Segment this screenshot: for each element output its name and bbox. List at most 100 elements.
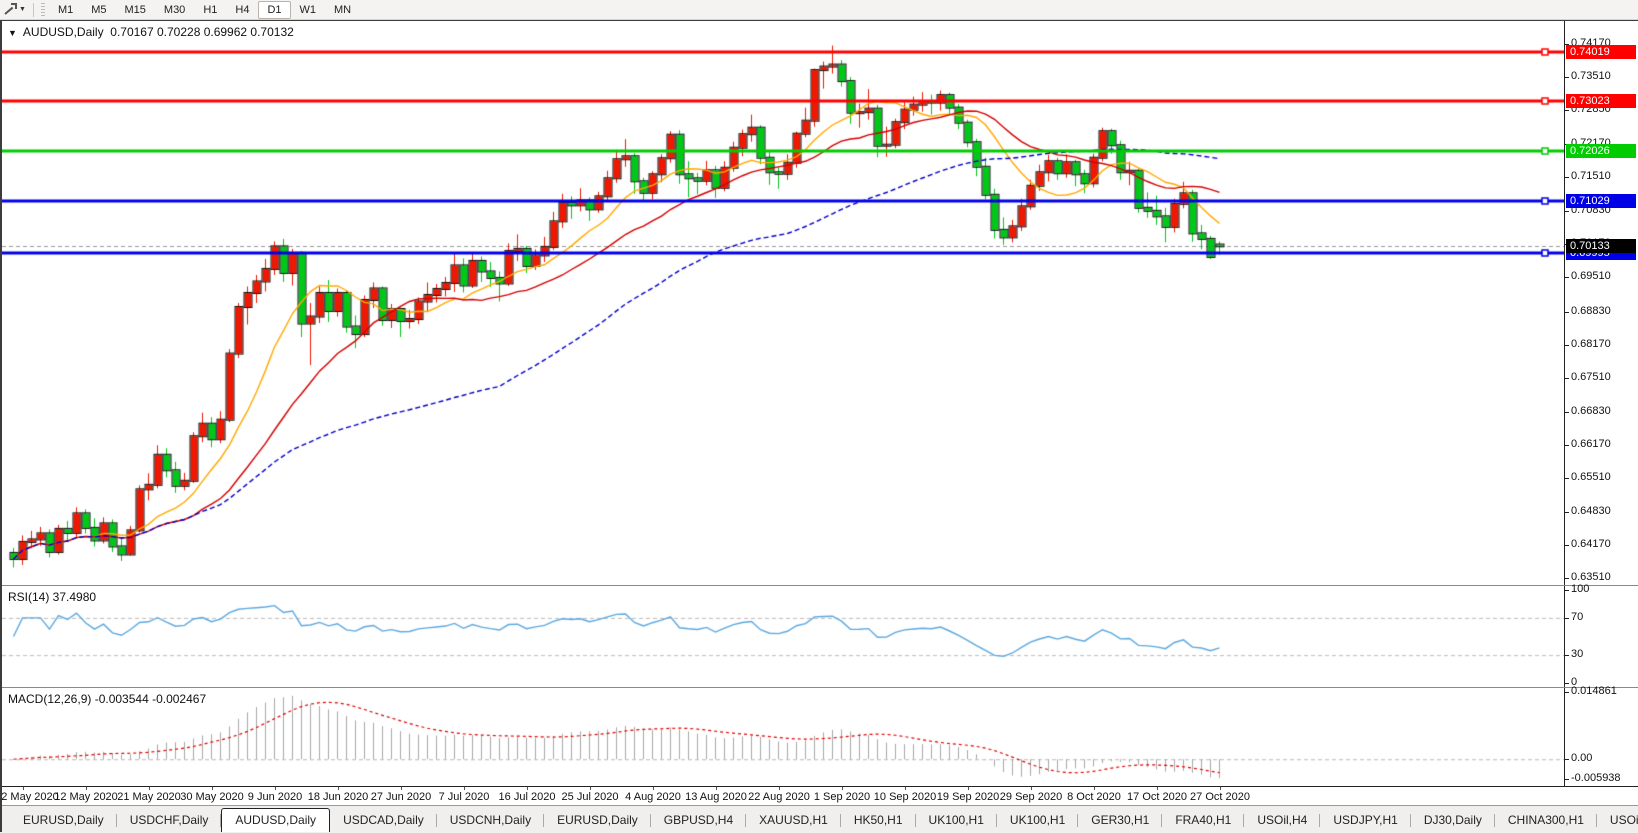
toolbar-separator [32, 2, 34, 17]
price-tick-label: 0.65510 [1571, 471, 1611, 483]
chart-tab-usdcad-daily[interactable]: USDCAD,Daily [330, 809, 437, 832]
price-tick [1565, 378, 1569, 379]
time-axis-label: 19 Sep 2020 [936, 791, 1000, 803]
time-axis-label: 27 Jun 2020 [370, 791, 432, 803]
chart-tab-dj30-daily[interactable]: DJ30,Daily [1411, 809, 1495, 832]
time-tick [1220, 787, 1221, 790]
time-axis-label: 4 Aug 2020 [625, 791, 681, 803]
timeframe-button-d1[interactable]: D1 [258, 0, 291, 19]
price-tick [1565, 345, 1569, 346]
macd-tick [1565, 759, 1569, 760]
hline-price-badge: 0.71029 [1566, 194, 1636, 208]
time-tick [527, 787, 528, 790]
timeframe-button-mn[interactable]: MN [334, 3, 352, 16]
rsi-canvas[interactable] [2, 586, 1564, 688]
price-tick [1565, 412, 1569, 413]
rsi-tick [1565, 590, 1569, 591]
time-axis-label: 7 Jul 2020 [438, 791, 490, 803]
macd-canvas[interactable] [2, 688, 1564, 787]
price-tick-label: 0.66170 [1571, 438, 1611, 450]
time-tick [275, 787, 276, 790]
chart-tab-fra40-h1[interactable]: FRA40,H1 [1162, 809, 1245, 832]
time-axis-label: 1 Sep 2020 [813, 791, 871, 803]
collapse-chart-icon[interactable]: ▼ [8, 28, 17, 38]
chart-window: ▼ AUDUSD,Daily 0.70167 0.70228 0.69962 0.… [0, 20, 1638, 832]
chart-tab-usoil-h4[interactable]: USOil,H4 [1244, 809, 1321, 832]
price-tick-label: 0.67510 [1571, 371, 1611, 383]
chart-tab-china300-h1[interactable]: CHINA300,H1 [1495, 809, 1597, 832]
time-axis-label: 13 Aug 2020 [685, 791, 747, 803]
price-tick-label: 0.64830 [1571, 505, 1611, 517]
time-tick [401, 787, 402, 790]
chevron-down-icon[interactable]: ▼ [19, 6, 26, 13]
rsi-tick-label: 70 [1571, 611, 1584, 623]
chart-tab-hk50-h1[interactable]: HK50,H1 [841, 809, 916, 832]
timeframe-button-h4[interactable]: H4 [235, 3, 250, 16]
rsi-axis: 100 70 30 0 [1564, 583, 1638, 688]
price-tick-label: 0.68830 [1571, 305, 1611, 317]
hline-price-badge: 0.74019 [1566, 45, 1636, 59]
hline-price-badge: 0.72026 [1566, 144, 1636, 158]
price-tick [1565, 110, 1569, 111]
time-tick [779, 787, 780, 790]
rsi-tick [1565, 683, 1569, 684]
price-tick [1565, 211, 1569, 212]
chart-tab-uk100-h1[interactable]: UK100,H1 [916, 809, 998, 832]
timeframe-button-h1[interactable]: H1 [203, 3, 218, 16]
timeframe-button-w1[interactable]: W1 [299, 3, 317, 16]
price-tick [1565, 277, 1569, 278]
rsi-tick-label: 30 [1571, 648, 1584, 660]
price-axis: 0.74170 0.73510 0.72850 0.72170 0.71510 … [1564, 21, 1638, 585]
time-axis-label: 16 Jul 2020 [498, 791, 556, 803]
chart-tab-gbpusd-h4[interactable]: GBPUSD,H4 [651, 809, 747, 832]
chart-tab-eurusd-daily[interactable]: EURUSD,Daily [10, 809, 117, 832]
price-pane: ▼ AUDUSD,Daily 0.70167 0.70228 0.69962 0.… [2, 21, 1638, 585]
time-axis-label: 29 Sep 2020 [999, 791, 1063, 803]
time-tick [464, 787, 465, 790]
price-tick-label: 0.71510 [1571, 170, 1611, 182]
price-tick [1565, 77, 1569, 78]
chart-tab-xauusd-h1[interactable]: XAUUSD,H1 [746, 809, 841, 832]
time-tick [1031, 787, 1032, 790]
time-axis: 2 May 2020 12 May 2020 21 May 2020 30 Ma… [1, 786, 1638, 807]
timeframe-button-m30[interactable]: M30 [163, 3, 186, 16]
price-tick-label: 0.68170 [1571, 338, 1611, 350]
chart-tab-usdjpy-h1[interactable]: USDJPY,H1 [1320, 809, 1412, 832]
timeframe-button-m1[interactable]: M1 [57, 3, 74, 16]
rsi-pane: RSI(14) 37.4980 100 70 30 0 [2, 583, 1638, 688]
chart-tab-usoil-h1[interactable]: USOil,H1 [1597, 809, 1638, 832]
time-axis-label: 2 May 2020 [1, 791, 59, 803]
time-axis-label: 25 Jul 2020 [561, 791, 619, 803]
macd-tick-label: 0.014861 [1571, 685, 1617, 697]
chart-tab-uk100-h1[interactable]: UK100,H1 [997, 809, 1079, 832]
chart-tab-usdchf-daily[interactable]: USDCHF,Daily [117, 809, 222, 832]
time-axis-label: 8 Oct 2020 [1067, 791, 1121, 803]
timeframe-button-m5[interactable]: M5 [91, 3, 107, 16]
price-tick [1565, 44, 1569, 45]
time-axis-label: 12 May 2020 [54, 791, 118, 803]
time-tick [86, 787, 87, 790]
time-axis-label: 18 Jun 2020 [307, 791, 369, 803]
time-tick [23, 787, 24, 790]
main-chart-canvas[interactable] [2, 21, 1564, 585]
price-tick [1565, 578, 1569, 579]
time-tick [590, 787, 591, 790]
toolbar-drag-handle[interactable] [40, 2, 45, 17]
chart-tab-audusd-daily[interactable]: AUDUSD,Daily [221, 808, 331, 832]
time-axis-label: 22 Aug 2020 [748, 791, 810, 803]
timeframe-button-m15[interactable]: M15 [124, 3, 146, 16]
price-tick [1565, 445, 1569, 446]
price-tick-label: 0.73510 [1571, 70, 1611, 82]
cursor-tool-button[interactable]: ▼ [0, 0, 30, 19]
rsi-tick-label: 100 [1571, 583, 1590, 595]
rsi-tick-label: 0 [1571, 676, 1578, 688]
time-tick [149, 787, 150, 790]
chart-tab-eurusd-daily[interactable]: EURUSD,Daily [544, 809, 651, 832]
price-tick-label: 0.63510 [1571, 571, 1611, 583]
chart-tab-ger30-h1[interactable]: GER30,H1 [1078, 809, 1163, 832]
chart-tab-usdcnh-daily[interactable]: USDCNH,Daily [437, 809, 545, 832]
time-axis-label: 10 Sep 2020 [873, 791, 937, 803]
time-axis-label: 30 May 2020 [180, 791, 244, 803]
time-axis-label: 21 May 2020 [117, 791, 181, 803]
rsi-tick [1565, 655, 1569, 656]
